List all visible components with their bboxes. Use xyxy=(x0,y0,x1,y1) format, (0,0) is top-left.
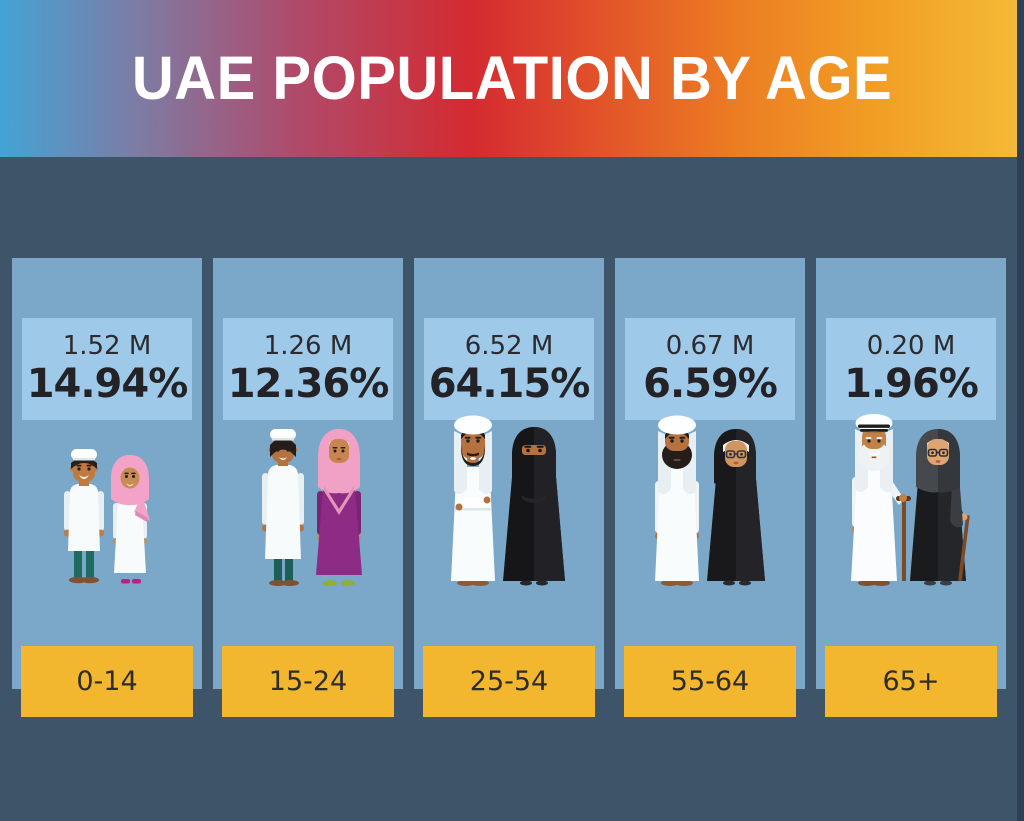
population-value: 0.67 M xyxy=(665,330,755,361)
adult-couple-illustration xyxy=(451,415,565,586)
age-range-label: 65+ xyxy=(825,646,997,717)
population-percent: 6.59% xyxy=(643,361,778,408)
age-group-panel: 0.67 M 6.59% xyxy=(615,258,805,689)
age-group-column-25-54: 6.52 M 64.15% xyxy=(414,258,604,717)
population-percent: 12.36% xyxy=(227,361,390,408)
age-group-panel: 1.26 M 12.36% xyxy=(213,258,403,689)
elderly-woman-figure xyxy=(910,429,970,586)
elderly-couple-illustration xyxy=(851,414,970,586)
niqab-woman-figure xyxy=(503,427,565,586)
age-groups-row: 1.52 M 14.94% xyxy=(12,258,1006,717)
age-range-label: 55-64 xyxy=(624,646,796,717)
page-right-edge xyxy=(1017,0,1024,821)
stat-box: 1.26 M 12.36% xyxy=(223,318,393,420)
young-woman-figure xyxy=(316,429,362,586)
population-value: 1.52 M xyxy=(62,330,152,361)
stat-box: 0.20 M 1.96% xyxy=(826,318,996,420)
stat-box: 0.67 M 6.59% xyxy=(625,318,795,420)
header-banner: UAE POPULATION BY AGE xyxy=(0,0,1024,157)
age-group-panel: 6.52 M 64.15% xyxy=(414,258,604,689)
girl-child-figure xyxy=(111,455,150,584)
population-percent: 64.15% xyxy=(428,361,591,408)
stat-box: 1.52 M 14.94% xyxy=(22,318,192,420)
children-couple-illustration xyxy=(64,449,150,584)
age-group-panel: 1.52 M 14.94% xyxy=(12,258,202,689)
page-title: UAE POPULATION BY AGE xyxy=(131,44,893,113)
bearded-man-figure xyxy=(655,415,699,586)
middle-aged-couple-illustration xyxy=(655,415,765,586)
age-group-column-65plus: 0.20 M 1.96% xyxy=(816,258,1006,717)
age-group-column-15-24: 1.26 M 12.36% xyxy=(213,258,403,717)
population-value: 0.20 M xyxy=(866,330,956,361)
elderly-man-figure xyxy=(851,414,911,586)
age-range-label: 15-24 xyxy=(222,646,394,717)
age-range-label: 25-54 xyxy=(423,646,595,717)
hijab-woman-figure xyxy=(707,429,765,586)
population-value: 6.52 M xyxy=(464,330,554,361)
boy-child-figure xyxy=(64,449,104,584)
age-group-panel: 0.20 M 1.96% xyxy=(816,258,1006,689)
population-value: 1.26 M xyxy=(263,330,353,361)
age-range-label: 0-14 xyxy=(21,646,193,717)
age-group-column-55-64: 0.67 M 6.59% xyxy=(615,258,805,717)
population-percent: 1.96% xyxy=(844,361,979,408)
young-man-figure xyxy=(262,429,304,586)
young-couple-illustration xyxy=(262,429,362,586)
age-group-column-0-14: 1.52 M 14.94% xyxy=(12,258,202,717)
population-percent: 14.94% xyxy=(26,361,189,408)
stat-box: 6.52 M 64.15% xyxy=(424,318,594,420)
adult-man-figure xyxy=(451,415,495,586)
